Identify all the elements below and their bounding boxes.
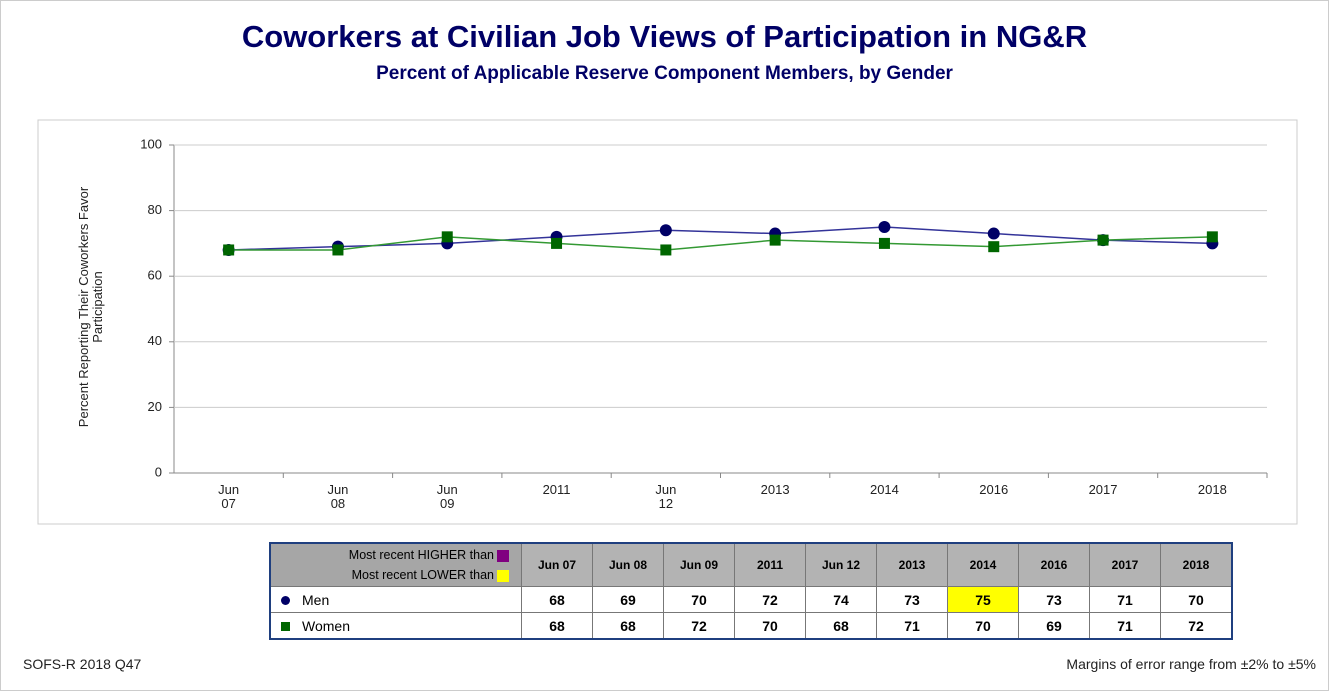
point <box>1097 234 1109 246</box>
y-tick-label: 0 <box>155 464 162 479</box>
x-tick-label: 2016 <box>979 482 1009 497</box>
y-axis-label: Percent Reporting Their Coworkers Favor … <box>76 186 105 428</box>
x-tick-label: 2013 <box>760 482 790 497</box>
table-row: Men 68 69 70 72 74 73 75 73 71 70 <box>269 586 1233 613</box>
lower-label: Most recent LOWER than <box>351 568 494 582</box>
table-cell: 68 <box>592 612 664 640</box>
higher-label: Most recent HIGHER than <box>348 548 494 562</box>
series-line <box>228 236 1213 251</box>
x-tick-label: 2017 <box>1088 482 1118 497</box>
point <box>878 237 890 249</box>
table-cell: 70 <box>663 586 735 613</box>
table-header: Jun 08 <box>592 542 664 587</box>
table-cell: 73 <box>1018 586 1090 613</box>
table-cell: 71 <box>876 612 948 640</box>
point <box>551 237 563 249</box>
series-line <box>228 226 1213 251</box>
table-legend: Most recent HIGHER than Most recent LOWER… <box>269 542 522 587</box>
lower-swatch <box>497 569 509 582</box>
series-name: Men <box>269 586 522 613</box>
table-cell: 71 <box>1089 612 1161 640</box>
x-tick-label: 2018 <box>1197 482 1227 497</box>
chart-title: Coworkers at Civilian Job Views of Parti… <box>241 19 1088 54</box>
point <box>988 241 1000 253</box>
table-cell: 70 <box>1160 586 1233 613</box>
legend-label: Men <box>302 591 330 608</box>
table-header: 2018 <box>1160 542 1233 587</box>
table-header: Jun 09 <box>663 542 735 587</box>
point <box>660 244 672 256</box>
table-header: Jun 07 <box>521 542 593 587</box>
x-tick-label: 2011 <box>542 482 571 497</box>
table-cell: 72 <box>663 612 735 640</box>
table-header: 2014 <box>947 542 1019 587</box>
point <box>332 244 344 256</box>
y-tick-label: 100 <box>140 136 162 151</box>
table-cell: 68 <box>805 612 877 640</box>
table-header: 2013 <box>876 542 948 587</box>
table-header: 2016 <box>1018 542 1090 587</box>
legend-marker <box>281 621 290 631</box>
legend-marker <box>281 595 290 605</box>
x-tick-label: Jun 07 <box>218 482 240 511</box>
point <box>987 227 1000 240</box>
table-cell: 72 <box>1160 612 1233 640</box>
note: Margins of error range from ±2% to ±5% <box>1066 656 1316 672</box>
point <box>1206 231 1218 243</box>
table-cell: 69 <box>592 586 664 613</box>
y-tick-label: 80 <box>148 202 162 217</box>
table-header: 2011 <box>734 542 806 587</box>
x-tick-label: Jun 12 <box>655 482 677 511</box>
table-cell: 72 <box>734 586 806 613</box>
table-header: Jun 12 <box>805 542 877 587</box>
y-tick-label: 60 <box>148 268 162 283</box>
table-cell: 68 <box>521 586 593 613</box>
x-tick-label: 2014 <box>869 482 899 497</box>
chart-subtitle: Percent of Applicable Reserve Component … <box>376 63 953 84</box>
chart-frame <box>37 119 1298 525</box>
table-header: 2017 <box>1089 542 1161 587</box>
source: SOFS-R 2018 Q47 <box>23 656 142 672</box>
y-tick-label: 20 <box>148 399 162 414</box>
table-cell: 75 <box>947 586 1019 613</box>
series-name: Women <box>269 612 522 640</box>
point <box>659 224 672 237</box>
point <box>878 221 891 233</box>
table-cell: 73 <box>876 586 948 613</box>
y-tick-label: 40 <box>148 333 162 348</box>
x-tick-label: Jun 08 <box>327 482 349 511</box>
table-cell: 70 <box>734 612 806 640</box>
point <box>769 234 781 246</box>
table-cell: 71 <box>1089 586 1161 613</box>
point <box>441 231 453 243</box>
legend-label: Women <box>302 617 350 634</box>
higher-swatch <box>497 549 509 562</box>
x-tick-label: Jun 09 <box>436 482 458 511</box>
table-cell: 70 <box>947 612 1019 640</box>
table-row: Women 68 68 72 70 68 71 70 69 71 72 <box>269 612 1233 640</box>
table-cell: 68 <box>521 612 593 640</box>
point <box>223 244 235 256</box>
data-table: Most recent HIGHER than Most recent LOWER… <box>269 542 1233 640</box>
table-cell: 69 <box>1018 612 1090 640</box>
table-cell: 74 <box>805 586 877 613</box>
